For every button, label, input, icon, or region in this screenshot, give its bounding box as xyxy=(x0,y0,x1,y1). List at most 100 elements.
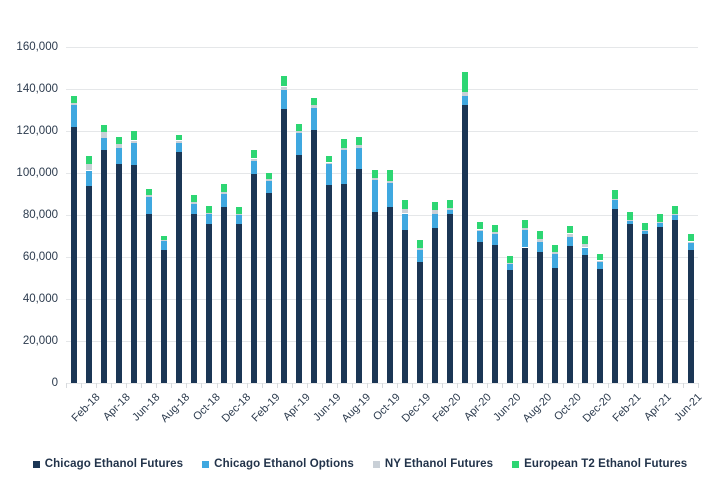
bar-segment xyxy=(100,149,107,383)
bar-segment xyxy=(597,260,604,263)
bar-segment xyxy=(190,203,197,214)
legend-label: NY Ethanol Futures xyxy=(384,458,494,470)
x-axis-tick-label: Dec-20 xyxy=(580,391,614,425)
bar-segment xyxy=(461,91,468,97)
bar-segment xyxy=(416,248,423,250)
x-axis-tick-label: Dec-19 xyxy=(399,391,434,425)
bar-segment xyxy=(85,170,92,186)
bar-segment xyxy=(266,181,273,193)
bar-segment xyxy=(552,245,558,253)
bar-segment xyxy=(266,192,273,383)
legend-swatch-icon xyxy=(202,460,210,468)
bar-segment xyxy=(100,124,107,133)
bar-segment xyxy=(506,269,513,383)
x-axis-tick xyxy=(111,383,113,388)
bar-segment xyxy=(506,263,513,270)
bar-segment xyxy=(326,164,333,186)
bar-segment xyxy=(431,214,438,229)
legend-item[interactable]: Chicago Ethanol Futures xyxy=(32,458,183,470)
x-axis-tick xyxy=(216,383,218,388)
bar-segment xyxy=(281,89,288,109)
bar-segment xyxy=(221,207,227,383)
bar-segment xyxy=(642,231,649,235)
bar-segment xyxy=(190,213,197,383)
x-axis-tick xyxy=(126,383,128,388)
bar-segment xyxy=(221,194,227,207)
bar-segment xyxy=(130,143,137,166)
bar-segment xyxy=(476,242,483,383)
bar-segment xyxy=(567,226,574,234)
bar-segment xyxy=(672,214,679,216)
legend-item[interactable]: Chicago Ethanol Options xyxy=(202,458,354,470)
bar-segment xyxy=(537,252,543,383)
x-axis-tick-label: Feb-19 xyxy=(249,391,283,425)
x-axis-tick xyxy=(698,383,699,388)
bar-segment xyxy=(506,262,513,264)
x-axis-tick-label: Aug-20 xyxy=(520,391,554,425)
x-axis-tick xyxy=(367,383,368,388)
x-axis-tick-label: Jun-20 xyxy=(491,391,524,424)
y-gridline xyxy=(66,341,698,342)
bar-segment xyxy=(145,213,152,383)
x-axis-tick xyxy=(683,383,684,388)
bar-segment xyxy=(311,98,318,106)
bar-segment xyxy=(522,220,528,228)
bar-segment xyxy=(642,234,649,383)
bar-segment xyxy=(446,208,453,210)
bar-segment xyxy=(70,105,77,127)
bar-segment xyxy=(175,152,182,383)
bar-segment xyxy=(160,240,167,242)
x-axis-tick xyxy=(487,383,489,388)
legend-item[interactable]: European T2 Ethanol Futures xyxy=(512,458,687,470)
bar-segment xyxy=(627,224,634,383)
bar-segment xyxy=(251,149,258,159)
bar-segment xyxy=(311,130,318,383)
x-axis-tick-label: Apr-21 xyxy=(642,391,675,424)
bar-segment xyxy=(100,137,107,150)
bar-segment xyxy=(687,233,694,242)
x-axis-tick xyxy=(457,383,459,388)
bar-segment xyxy=(371,212,378,383)
bar-segment xyxy=(341,150,348,185)
bar-segment xyxy=(672,219,679,383)
x-axis-tick xyxy=(427,383,429,388)
bar-segment xyxy=(296,155,303,383)
bar-segment xyxy=(371,179,378,212)
x-axis-tick xyxy=(667,383,669,388)
bar-segment xyxy=(100,132,107,138)
x-axis-tick xyxy=(412,383,414,388)
bar-segment xyxy=(160,236,167,241)
bar-segment xyxy=(281,76,288,87)
bar-segment xyxy=(476,229,483,232)
x-axis-tick xyxy=(201,383,203,388)
bar-segment xyxy=(537,231,543,239)
bar-segment xyxy=(251,161,258,174)
bar-segment xyxy=(612,208,619,383)
y-gridline xyxy=(66,257,698,258)
y-axis-tick-label: 100,000 xyxy=(16,167,58,179)
x-axis-tick xyxy=(397,383,398,388)
bar-segment xyxy=(401,213,408,230)
bar-segment xyxy=(145,195,152,197)
legend-item[interactable]: NY Ethanol Futures xyxy=(372,458,494,470)
bar-segment xyxy=(130,131,137,141)
bar-segment xyxy=(175,142,182,152)
bar-segment xyxy=(597,253,604,261)
bar-segment xyxy=(386,169,393,181)
bar-segment xyxy=(627,212,634,220)
bar-segment xyxy=(190,195,197,203)
x-axis-tick-label: Apr-18 xyxy=(100,391,133,424)
bar-segment xyxy=(115,136,122,144)
y-axis-tick-label: 80,000 xyxy=(22,209,58,221)
x-axis-tick xyxy=(276,383,278,388)
bar-segment xyxy=(672,215,679,220)
bar-segment xyxy=(491,225,498,232)
bar-segment xyxy=(612,198,619,201)
bar-segment xyxy=(567,233,574,238)
bar-segment xyxy=(657,222,664,223)
x-axis-tick xyxy=(186,383,188,388)
x-axis-tick-label: Oct-20 xyxy=(552,391,584,424)
bar-segment xyxy=(206,224,212,383)
y-axis-tick-label: 120,000 xyxy=(16,125,58,137)
x-axis-tick-label: Jun-21 xyxy=(672,391,705,424)
